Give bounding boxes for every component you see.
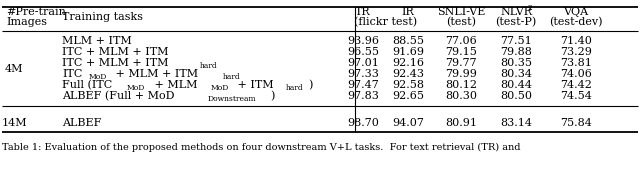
Text: 94.07: 94.07 — [392, 118, 424, 128]
Text: 80.44: 80.44 — [500, 80, 532, 90]
Text: + MLM: + MLM — [150, 80, 197, 90]
Text: (flickr test): (flickr test) — [354, 17, 417, 27]
Text: 4M: 4M — [4, 63, 23, 73]
Text: #Pre-train: #Pre-train — [6, 7, 66, 17]
Text: 79.77: 79.77 — [445, 58, 477, 68]
Text: Images: Images — [6, 17, 47, 27]
Text: 2: 2 — [527, 4, 532, 12]
Text: 77.51: 77.51 — [500, 36, 532, 46]
Text: 97.83: 97.83 — [347, 91, 379, 101]
Text: hard: hard — [200, 62, 217, 70]
Text: hard: hard — [285, 84, 303, 92]
Text: VQA: VQA — [563, 7, 589, 17]
Text: (test-P): (test-P) — [495, 17, 536, 27]
Text: 91.69: 91.69 — [392, 47, 424, 57]
Text: Downstream: Downstream — [207, 95, 256, 103]
Text: ITC + MLM + ITM: ITC + MLM + ITM — [62, 47, 168, 57]
Text: 97.33: 97.33 — [347, 69, 379, 79]
Text: + MLM + ITM: + MLM + ITM — [112, 69, 198, 79]
Text: 92.16: 92.16 — [392, 58, 424, 68]
Text: 96.55: 96.55 — [347, 47, 379, 57]
Text: 97.47: 97.47 — [347, 80, 379, 90]
Text: MLM + ITM: MLM + ITM — [62, 36, 132, 46]
Text: 73.81: 73.81 — [560, 58, 592, 68]
Text: Full (ITC: Full (ITC — [62, 80, 112, 90]
Text: 74.54: 74.54 — [560, 91, 592, 101]
Text: SNLI-VE: SNLI-VE — [437, 7, 485, 17]
Text: 79.88: 79.88 — [500, 47, 532, 57]
Text: 93.96: 93.96 — [347, 36, 379, 46]
Text: NLVR: NLVR — [500, 7, 532, 17]
Text: 98.70: 98.70 — [347, 118, 379, 128]
Text: 80.35: 80.35 — [500, 58, 532, 68]
Text: 80.91: 80.91 — [445, 118, 477, 128]
Text: 79.99: 79.99 — [445, 69, 477, 79]
Text: + ITM: + ITM — [234, 80, 274, 90]
Text: ITC: ITC — [62, 69, 83, 79]
Text: Training tasks: Training tasks — [62, 12, 143, 22]
Text: IR: IR — [402, 7, 414, 17]
Text: 80.34: 80.34 — [500, 69, 532, 79]
Text: 80.12: 80.12 — [445, 80, 477, 90]
Text: ALBEF (Full + MoD: ALBEF (Full + MoD — [62, 91, 175, 101]
Text: 92.58: 92.58 — [392, 80, 424, 90]
Text: 97.01: 97.01 — [347, 58, 379, 68]
Text: 74.42: 74.42 — [560, 80, 592, 90]
Text: (test): (test) — [446, 17, 476, 27]
Text: 79.15: 79.15 — [445, 47, 477, 57]
Text: MoD: MoD — [127, 84, 145, 92]
Text: 88.55: 88.55 — [392, 36, 424, 46]
Text: ): ) — [270, 91, 275, 101]
Text: (test-dev): (test-dev) — [549, 17, 603, 27]
Text: 74.06: 74.06 — [560, 69, 592, 79]
Text: 75.84: 75.84 — [560, 118, 592, 128]
Text: MoD: MoD — [211, 84, 229, 92]
Text: Table 1: Evaluation of the proposed methods on four downstream V+L tasks.  For t: Table 1: Evaluation of the proposed meth… — [2, 143, 520, 152]
Text: hard: hard — [223, 73, 241, 81]
Text: ALBEF: ALBEF — [62, 118, 101, 128]
Text: ITC + MLM + ITM: ITC + MLM + ITM — [62, 58, 168, 68]
Text: 92.43: 92.43 — [392, 69, 424, 79]
Text: 80.50: 80.50 — [500, 91, 532, 101]
Text: 14M: 14M — [1, 118, 27, 128]
Text: ): ) — [308, 80, 313, 90]
Text: MoD: MoD — [88, 73, 107, 81]
Text: 80.30: 80.30 — [445, 91, 477, 101]
Text: 73.29: 73.29 — [560, 47, 592, 57]
Text: 83.14: 83.14 — [500, 118, 532, 128]
Text: 77.06: 77.06 — [445, 36, 477, 46]
Text: 92.65: 92.65 — [392, 91, 424, 101]
Text: TR: TR — [355, 7, 371, 17]
Text: 71.40: 71.40 — [560, 36, 592, 46]
